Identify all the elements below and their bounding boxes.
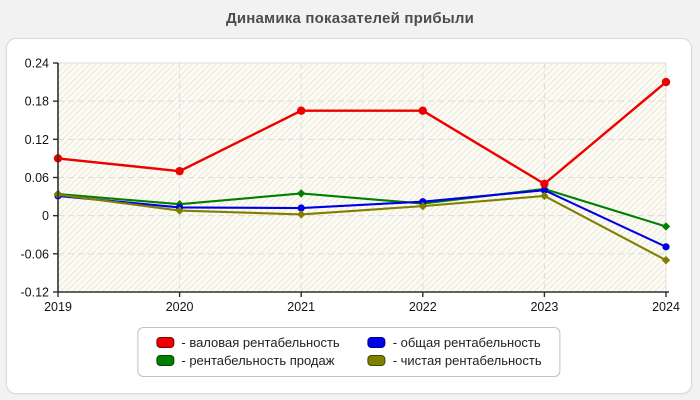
data-point [661,222,671,231]
data-point [297,204,305,212]
y-tick-label: -0.12 [21,286,50,300]
data-point [540,186,549,194]
data-point [418,201,427,211]
y-tick-label: -0.06 [21,247,50,261]
legend-swatch-icon [367,337,386,348]
data-point [175,166,184,176]
data-point [540,191,549,201]
y-tick-label: 0.06 [25,171,49,185]
legend-swatch-icon [156,355,175,366]
x-tick-label: 2020 [166,300,194,314]
legend-swatch-icon [156,337,175,348]
x-tick-label: 2024 [652,300,680,314]
legend-swatch-icon [367,355,386,366]
gridlines [58,63,666,292]
series-line-0 [56,80,668,186]
x-tick-label: 2019 [44,300,72,314]
axes [53,62,669,297]
x-tick-label: 2021 [287,300,315,314]
x-tick-label: 2023 [530,300,558,314]
legend-item-2: - рентабельность продаж [156,353,339,368]
legend-label: - чистая рентабельность [392,353,542,368]
data-point [418,106,427,115]
page-title: Динамика показателей прибыли [225,10,475,27]
data-point [419,198,427,206]
legend-label: - рентабельность продаж [181,353,335,368]
series-line-3 [56,193,668,262]
y-tick-label: 0.24 [25,57,49,71]
data-point [662,243,670,251]
series-line-2 [56,187,668,228]
legend-item-3: - чистая рентабельность [367,353,542,368]
chart-legend: - валовая рентабельность - общая рентабел… [137,327,561,377]
y-tick-label: 0 [42,209,49,223]
x-tick-label: 2022 [409,300,437,314]
legend-label: - валовая рентабельность [181,335,340,350]
y-tick-label: 0.12 [25,133,49,147]
data-series [53,77,671,265]
data-point [297,210,306,219]
data-point [540,179,549,189]
data-point [661,77,671,87]
y-tick-label: 0.18 [25,95,49,109]
data-point [175,206,184,215]
data-point [297,106,306,115]
series-line-1 [56,189,668,248]
chart-panel: 0.24 0.18 0.12 0.06 0 -0.06 -0.12 2019 2020 2021 2… [6,38,692,394]
data-point [661,255,671,265]
legend-item-0: - валовая рентабельность [156,335,340,350]
legend-item-1: - общая рентабельность [367,335,542,350]
legend-label: - общая рентабельность [392,335,541,350]
data-point [297,189,306,198]
